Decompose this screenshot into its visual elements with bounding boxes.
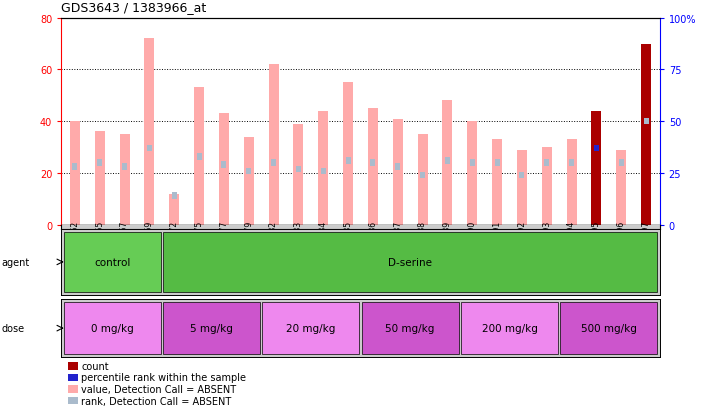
Bar: [262, 302, 359, 354]
Bar: [197, 154, 202, 160]
Bar: [271, 160, 276, 166]
Bar: [219, 114, 229, 225]
Bar: [517, 150, 527, 225]
Text: GDS3643 / 1383966_at: GDS3643 / 1383966_at: [61, 2, 206, 14]
Bar: [362, 302, 459, 354]
Text: control: control: [94, 257, 131, 267]
Text: 500 mg/kg: 500 mg/kg: [581, 323, 637, 333]
Bar: [296, 166, 301, 173]
Bar: [318, 112, 328, 225]
Bar: [492, 140, 502, 225]
Bar: [97, 160, 102, 166]
Bar: [371, 160, 376, 166]
Text: count: count: [81, 361, 109, 371]
Bar: [343, 83, 353, 225]
Bar: [244, 137, 254, 225]
Bar: [345, 158, 350, 164]
Text: 200 mg/kg: 200 mg/kg: [482, 323, 537, 333]
Bar: [467, 122, 477, 225]
Bar: [221, 162, 226, 169]
Bar: [194, 88, 204, 225]
Text: dose: dose: [1, 323, 25, 333]
Bar: [461, 302, 558, 354]
Bar: [443, 101, 452, 225]
Bar: [70, 122, 80, 225]
Bar: [591, 112, 601, 225]
Text: rank, Detection Call = ABSENT: rank, Detection Call = ABSENT: [81, 396, 231, 406]
Text: value, Detection Call = ABSENT: value, Detection Call = ABSENT: [81, 384, 236, 394]
Bar: [144, 39, 154, 225]
Bar: [247, 168, 251, 175]
Bar: [120, 135, 130, 225]
Text: 20 mg/kg: 20 mg/kg: [286, 323, 335, 333]
Bar: [541, 147, 552, 225]
Bar: [417, 135, 428, 225]
Bar: [395, 164, 400, 171]
Bar: [172, 193, 177, 199]
Bar: [644, 119, 649, 125]
Bar: [567, 140, 577, 225]
Bar: [619, 160, 624, 166]
Bar: [544, 160, 549, 166]
Bar: [569, 160, 574, 166]
Bar: [122, 164, 127, 171]
Text: 0 mg/kg: 0 mg/kg: [91, 323, 133, 333]
Bar: [147, 145, 152, 152]
Bar: [445, 158, 450, 164]
Bar: [169, 194, 180, 225]
Bar: [63, 302, 161, 354]
Bar: [470, 160, 474, 166]
Bar: [72, 164, 77, 171]
Bar: [420, 172, 425, 179]
Bar: [293, 124, 304, 225]
Bar: [321, 168, 326, 175]
Text: D-serine: D-serine: [388, 257, 432, 267]
Bar: [594, 145, 599, 152]
Bar: [560, 302, 658, 354]
Bar: [163, 233, 658, 292]
Bar: [368, 109, 378, 225]
Text: 5 mg/kg: 5 mg/kg: [190, 323, 233, 333]
Text: agent: agent: [1, 257, 30, 267]
Bar: [94, 132, 105, 225]
Bar: [519, 172, 524, 179]
Bar: [63, 233, 161, 292]
Bar: [495, 160, 500, 166]
Bar: [393, 119, 403, 225]
Bar: [641, 44, 651, 225]
Text: percentile rank within the sample: percentile rank within the sample: [81, 373, 247, 382]
Bar: [616, 150, 627, 225]
Text: 50 mg/kg: 50 mg/kg: [386, 323, 435, 333]
Bar: [269, 65, 278, 225]
Bar: [163, 302, 260, 354]
